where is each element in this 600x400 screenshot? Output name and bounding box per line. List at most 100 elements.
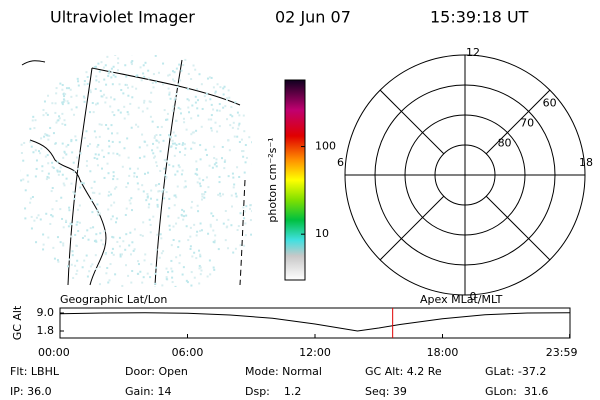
speckle	[67, 225, 70, 228]
speckle	[86, 275, 89, 278]
speckle	[122, 92, 125, 95]
speckle	[97, 62, 100, 65]
speckle	[225, 226, 228, 229]
status-field: Seq: 39	[365, 385, 407, 398]
speckle	[55, 121, 58, 124]
speckle	[171, 78, 174, 81]
speckle	[126, 111, 129, 114]
speckle	[42, 243, 45, 246]
speckle	[61, 103, 64, 106]
speckle	[235, 195, 238, 198]
speckle	[152, 142, 155, 145]
speckle	[226, 118, 229, 121]
speckle	[178, 166, 181, 169]
speckle	[108, 279, 111, 282]
speckle	[161, 190, 164, 193]
title: Ultraviolet Imager	[50, 8, 195, 27]
speckle	[58, 115, 61, 118]
speckle	[51, 186, 54, 189]
speckle	[152, 86, 155, 89]
speckle	[83, 83, 86, 86]
speckle	[251, 141, 252, 144]
polar-hour-label: 12	[466, 46, 480, 59]
speckle	[173, 71, 176, 74]
speckle	[243, 210, 246, 213]
speckle	[138, 156, 141, 159]
speckle	[165, 118, 168, 121]
speckle	[96, 102, 99, 105]
speckle	[59, 241, 62, 244]
speckle	[165, 276, 168, 279]
speckle	[143, 155, 146, 158]
speckle	[42, 108, 45, 111]
speckle	[143, 101, 146, 104]
speckle	[172, 225, 175, 228]
speckle	[213, 145, 216, 148]
speckle	[94, 254, 97, 257]
speckle	[91, 263, 94, 266]
speckle	[111, 83, 114, 86]
speckle	[205, 176, 208, 179]
speckle	[156, 198, 159, 201]
speckle	[87, 238, 90, 241]
speckle	[68, 206, 71, 209]
speckle	[68, 258, 71, 261]
speckle	[76, 259, 79, 262]
speckle	[105, 96, 108, 99]
speckle	[153, 156, 156, 159]
speckle	[82, 182, 85, 185]
speckle	[155, 184, 158, 187]
map	[20, 55, 255, 287]
speckle	[115, 217, 118, 220]
speckle	[135, 123, 138, 126]
speckle	[172, 165, 175, 168]
speckle	[205, 92, 208, 95]
speckle	[233, 135, 236, 138]
speckle	[92, 226, 95, 229]
speckle	[143, 259, 146, 262]
speckle	[72, 161, 75, 164]
speckle	[239, 212, 242, 215]
speckle	[118, 83, 121, 86]
speckle	[76, 221, 79, 224]
speckle	[124, 64, 127, 67]
speckle	[95, 75, 98, 78]
speckle	[171, 139, 174, 142]
speckle	[251, 210, 252, 213]
speckle	[207, 186, 210, 189]
speckle	[110, 96, 113, 99]
speckle	[110, 193, 113, 196]
speckle	[215, 218, 218, 221]
speckle	[37, 214, 40, 217]
speckle	[154, 282, 157, 285]
speckle	[147, 69, 150, 72]
speckle	[171, 270, 174, 273]
speckle	[199, 185, 202, 188]
speckle	[212, 229, 215, 232]
speckle	[159, 134, 162, 137]
speckle	[149, 101, 152, 104]
speckle	[152, 215, 155, 218]
speckle	[209, 223, 212, 226]
speckle	[155, 248, 158, 251]
speckle	[198, 249, 201, 252]
speckle	[175, 143, 178, 146]
speckle	[178, 262, 181, 265]
speckle	[176, 170, 179, 173]
speckle	[67, 87, 70, 90]
speckle	[58, 117, 61, 120]
speckle	[222, 106, 225, 109]
speckle	[184, 185, 187, 188]
speckle	[253, 145, 255, 147]
speckle	[71, 254, 74, 257]
speckle	[104, 253, 107, 256]
speckle	[218, 175, 221, 178]
speckle	[171, 70, 174, 73]
speckle	[118, 141, 121, 144]
speckle	[57, 260, 60, 263]
speckle	[91, 211, 94, 214]
speckle	[142, 72, 145, 75]
speckle	[180, 213, 183, 216]
speckle	[133, 175, 136, 178]
speckle	[75, 273, 78, 276]
